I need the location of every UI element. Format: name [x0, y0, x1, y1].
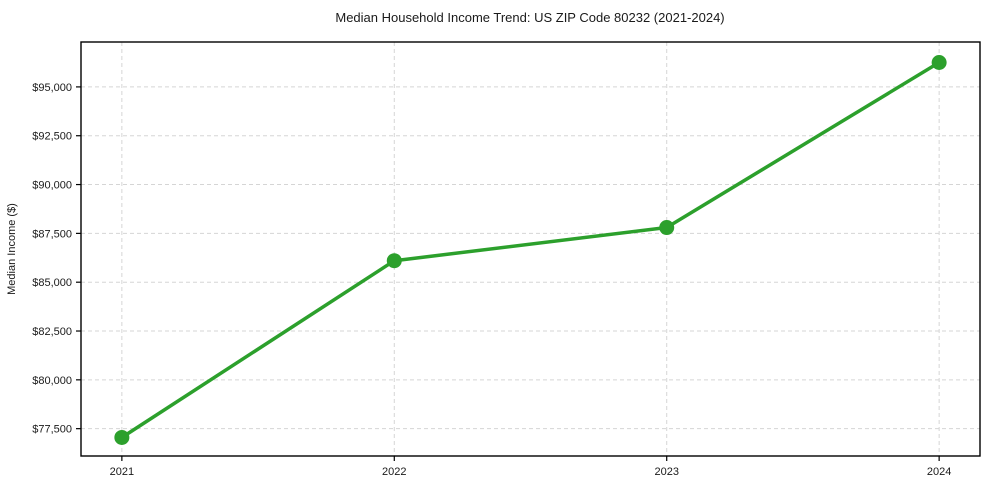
y-tick-label: $92,500	[32, 131, 72, 143]
y-tick-label: $85,000	[32, 277, 72, 289]
y-tick-label: $80,000	[32, 375, 72, 387]
data-point-marker	[659, 220, 675, 236]
x-tick-label: 2024	[927, 466, 951, 478]
gridlines	[81, 42, 980, 456]
y-tick-label: $90,000	[32, 180, 72, 192]
y-tick-label: $87,500	[32, 228, 72, 240]
y-tick-label: $82,500	[32, 326, 72, 338]
data-point-marker	[931, 55, 947, 71]
data-point-marker	[114, 429, 130, 445]
x-tick-label: 2021	[110, 466, 134, 478]
y-tick-label: $95,000	[32, 82, 72, 94]
y-axis-label: Median Income ($)	[6, 203, 18, 295]
data-point-marker	[386, 253, 402, 269]
axis-ticks: $77,500 $80,000 $82,500 $85,000 $87,500 $90,0…	[32, 82, 951, 478]
plot-border	[80, 41, 981, 457]
income-line-series	[114, 55, 947, 445]
x-tick-label: 2022	[382, 466, 406, 478]
chart-title: Median Household Income Trend: US ZIP Co…	[335, 10, 724, 25]
trend-line	[120, 60, 941, 440]
x-tick-label: 2023	[654, 466, 678, 478]
y-tick-label: $77,500	[32, 424, 72, 436]
